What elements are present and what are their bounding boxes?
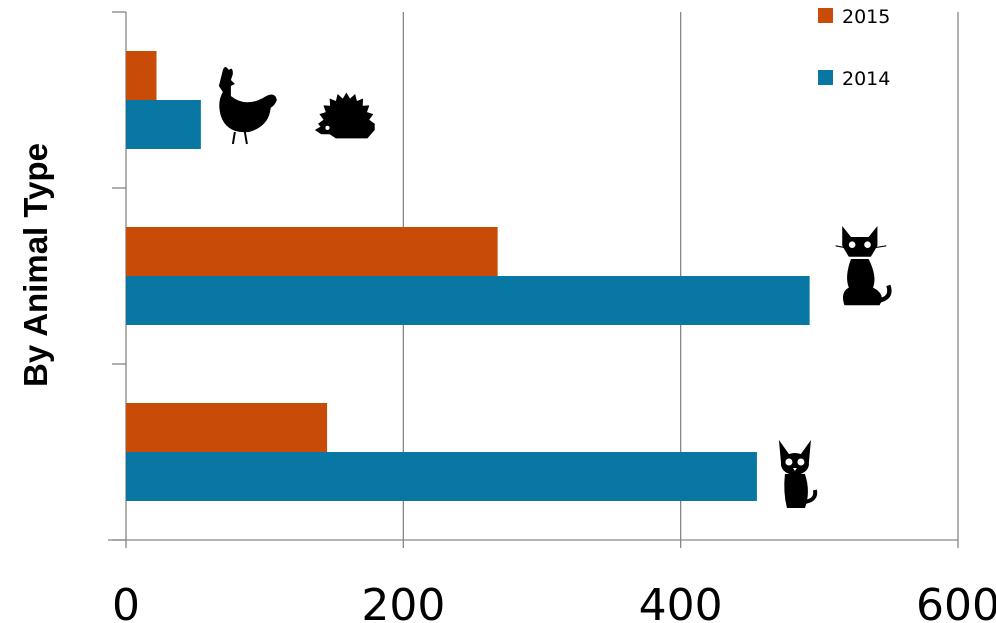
- bar-2014-0: [126, 452, 757, 501]
- legend-swatch-2015: [818, 8, 833, 23]
- legend-label-2014: 2014: [842, 68, 890, 90]
- axes: 0 200 400 600: [108, 11, 996, 623]
- cat-icon: [835, 226, 892, 306]
- dog-icon: [778, 440, 818, 508]
- bar-2015-0: [126, 403, 328, 452]
- bar-2014-2: [126, 100, 201, 149]
- x-tick-label-400: 400: [639, 580, 723, 623]
- legend: 2015 2014: [818, 6, 890, 90]
- chicken-icon: [218, 67, 277, 145]
- labels: By Animal Type: [17, 143, 54, 387]
- x-tick-label-600: 600: [916, 580, 996, 623]
- legend-label-2015: 2015: [842, 6, 890, 28]
- bar-2015-1: [126, 227, 498, 276]
- x-tick-label-0: 0: [112, 580, 140, 623]
- bars: [126, 51, 810, 501]
- hedgehog-icon: [314, 92, 375, 139]
- category-icons: [218, 67, 892, 508]
- bar-2014-1: [126, 276, 810, 325]
- bar-2015-2: [126, 51, 157, 100]
- y-axis-label: By Animal Type: [17, 143, 54, 387]
- legend-swatch-2014: [818, 70, 833, 85]
- x-tick-label-200: 200: [361, 580, 445, 623]
